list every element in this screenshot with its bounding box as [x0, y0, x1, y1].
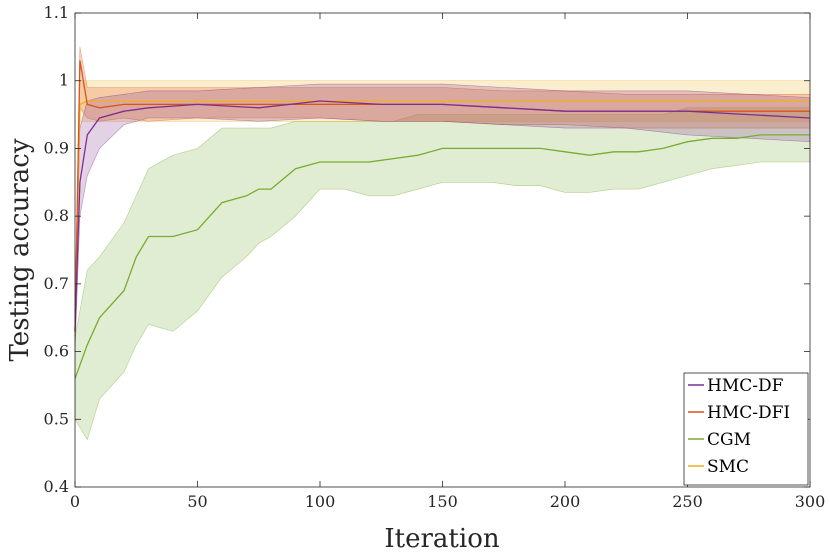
x-axis-title: Iteration	[384, 524, 499, 552]
x-tick-label: 250	[672, 492, 703, 511]
y-axis-title: Testing accuracy	[5, 138, 35, 361]
line-cgm	[74, 134, 810, 379]
legend-label: HMC-DF	[707, 376, 784, 396]
x-axis-ticks: 0 50 100 150 200 250 300	[70, 13, 825, 511]
x-tick-label: 300	[795, 492, 826, 511]
y-tick-label: 0.9	[44, 138, 69, 157]
legend-label: HMC-DFI	[707, 403, 790, 423]
x-tick-label: 200	[550, 492, 581, 511]
legend-box	[683, 372, 809, 486]
y-tick-label: 0.6	[44, 342, 69, 361]
legend-label: CGM	[707, 430, 751, 450]
y-tick-label: 1.1	[44, 3, 69, 22]
y-tick-label: 0.7	[44, 274, 69, 293]
x-tick-label: 50	[187, 492, 207, 511]
x-tick-label: 100	[305, 492, 336, 511]
y-tick-label: 0.4	[44, 477, 69, 496]
y-axis-ticks: 0.4 0.5 0.6 0.7 0.8 0.9 1 1.1	[44, 3, 810, 496]
series-lines	[74, 60, 811, 379]
line-hmc-df	[74, 100, 811, 332]
legend: HMC-DF HMC-DFI CGM SMC	[683, 372, 809, 486]
y-tick-label: 0.8	[44, 206, 69, 225]
line-smc	[74, 100, 810, 332]
y-tick-label: 1	[59, 71, 69, 90]
x-tick-label: 150	[427, 492, 458, 511]
legend-label: SMC	[707, 457, 749, 477]
y-tick-label: 0.5	[44, 409, 69, 428]
x-tick-label: 0	[70, 492, 80, 511]
